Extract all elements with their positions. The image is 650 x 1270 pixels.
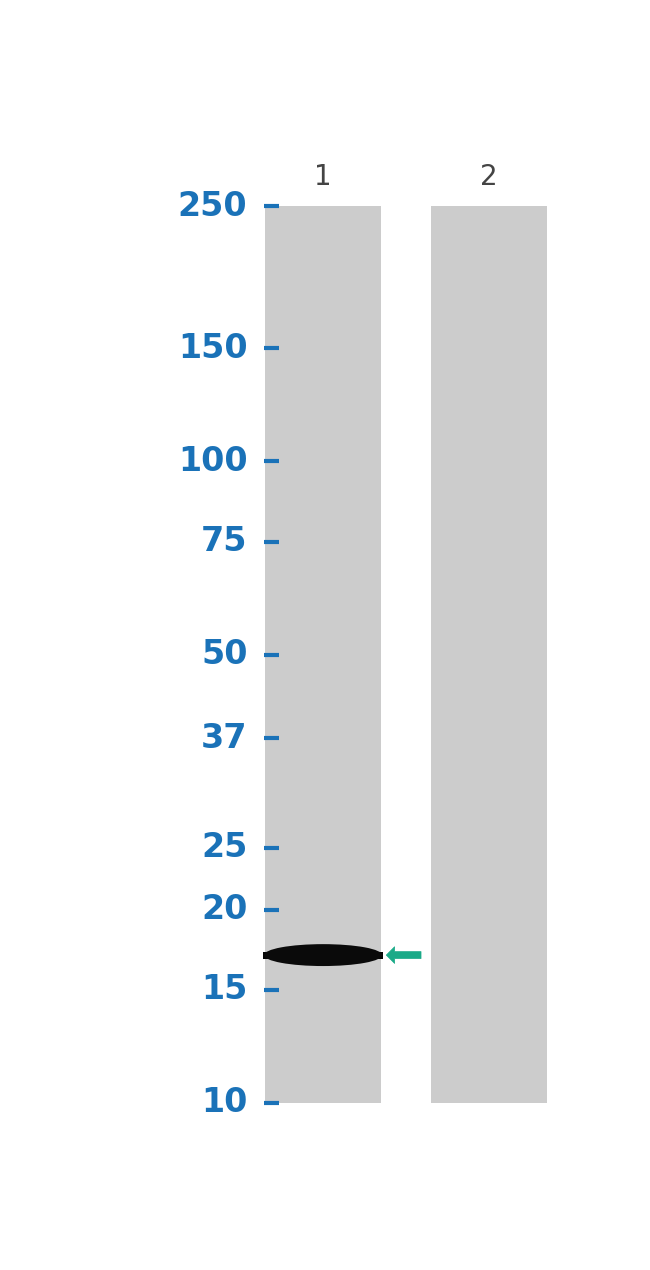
Text: 10: 10 — [201, 1086, 248, 1119]
Text: 50: 50 — [201, 638, 248, 671]
Text: 15: 15 — [201, 974, 248, 1006]
Text: 20: 20 — [201, 893, 248, 926]
Text: 100: 100 — [178, 444, 248, 478]
Text: 250: 250 — [178, 189, 248, 222]
Ellipse shape — [264, 944, 382, 966]
Text: 37: 37 — [201, 721, 248, 754]
Text: 2: 2 — [480, 163, 498, 190]
Text: 150: 150 — [178, 331, 248, 364]
Bar — [263, 951, 384, 959]
Bar — [265, 206, 381, 1102]
Text: 25: 25 — [201, 831, 248, 864]
Text: 1: 1 — [314, 163, 332, 190]
Text: 75: 75 — [201, 525, 248, 558]
Bar — [432, 206, 547, 1102]
